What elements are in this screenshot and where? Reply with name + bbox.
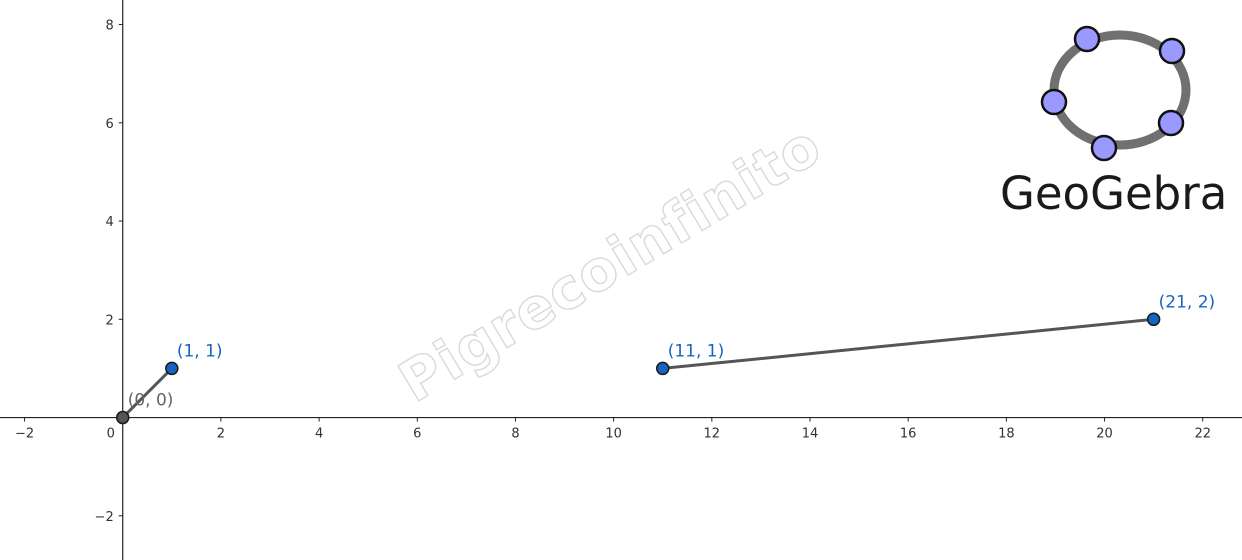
point[interactable]: [165, 361, 179, 376]
point-label: (1, 1): [177, 341, 223, 361]
x-tick-label: 0: [107, 427, 115, 442]
y-tick-label: 2: [105, 313, 113, 328]
point-label: (21, 2): [1159, 292, 1216, 312]
x-tick-label: 22: [1194, 427, 1211, 442]
logo-dot: [1158, 37, 1186, 65]
logo-dot: [1073, 25, 1101, 53]
logo-dot: [1090, 134, 1118, 162]
point-label: (0, 0): [128, 391, 174, 411]
watermark-text: Pigrecoinfinito: [388, 113, 833, 416]
x-tick-label: 8: [511, 427, 519, 442]
geogebra-logo-icon: [1040, 25, 1191, 162]
point[interactable]: [655, 361, 670, 376]
x-tick-label: 16: [900, 427, 917, 442]
point[interactable]: [115, 410, 130, 425]
y-tick-label: 4: [105, 215, 113, 230]
y-tick-label: −2: [95, 510, 114, 525]
x-tick-label: 14: [802, 427, 819, 442]
segments-layer: [121, 317, 1156, 420]
segment[interactable]: [661, 317, 1156, 370]
x-tick-label: 12: [704, 427, 721, 442]
segment[interactable]: [121, 366, 174, 420]
x-tick-label: −2: [15, 427, 34, 442]
x-tick-label: 4: [315, 427, 323, 442]
x-tick-label: 6: [413, 427, 421, 442]
x-tick-label: 10: [605, 427, 622, 442]
y-tick-label: 8: [105, 19, 113, 34]
logo-text: GeoGebra: [1000, 167, 1227, 220]
y-tick-label: 6: [105, 117, 113, 132]
points-layer: (0, 0) (1, 1) (11, 1) (21, 2): [115, 292, 1216, 425]
x-tick-label: 2: [217, 427, 225, 442]
point-label: (11, 1): [668, 341, 725, 361]
logo-dot: [1040, 88, 1068, 116]
x-tick-label: 20: [1096, 427, 1113, 442]
logo-dot: [1157, 109, 1185, 137]
x-tick-label: 18: [998, 427, 1015, 442]
point[interactable]: [1146, 312, 1161, 327]
